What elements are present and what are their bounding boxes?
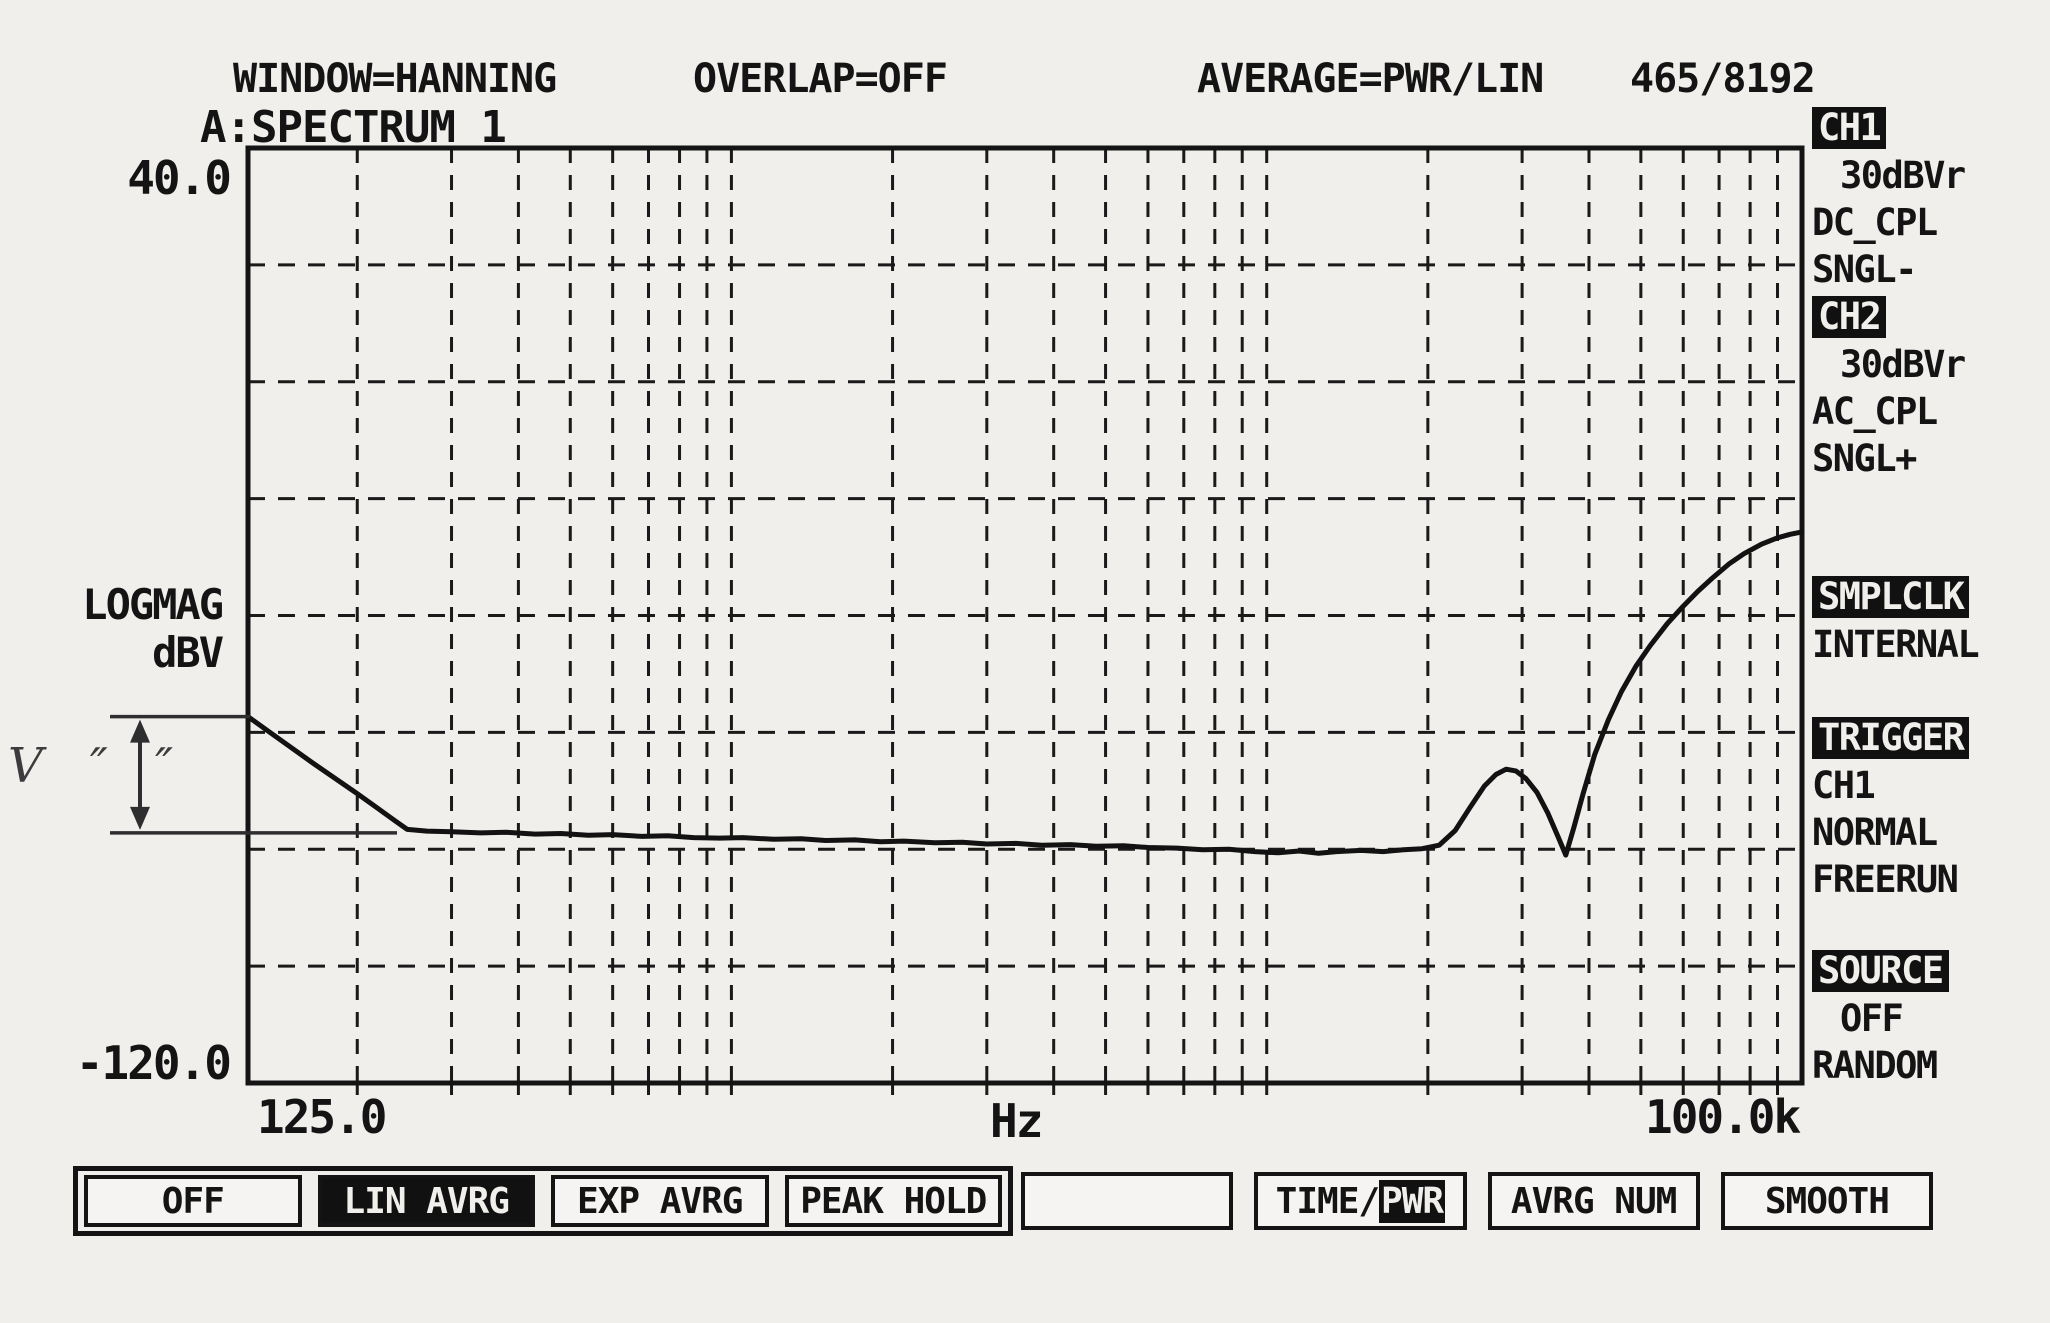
side-panel-value-label: SNGL+ — [1812, 437, 1917, 480]
menu-button-blank[interactable] — [1021, 1172, 1234, 1230]
side-panel-item-30dbvr: 30dBVr — [1812, 341, 2050, 388]
side-panel-value-label: SNGL- — [1812, 248, 1917, 291]
menu-button-label: AVRG NUM — [1510, 1180, 1677, 1222]
side-panel-value-label: INTERNAL — [1812, 623, 1980, 666]
side-panel-item-normal: NORMAL — [1812, 809, 2050, 856]
side-panel-value-label: DC_CPL — [1812, 201, 1938, 244]
header-frame-count: 465/8192 — [1630, 56, 1816, 102]
side-panel-item-ac-cpl: AC_CPL — [1812, 388, 2050, 435]
side-panel-section-label: SOURCE — [1812, 950, 1949, 992]
x-axis-min-label: 125.0 — [257, 1090, 387, 1144]
spectrum-trace — [245, 529, 1805, 858]
menu-button-lin-avrg[interactable]: LIN AVRG — [317, 1175, 535, 1227]
side-panel-item-ch2: CH2 — [1812, 293, 2050, 341]
side-panel-value-label: CH1 — [1812, 764, 1876, 807]
menu-button-label-highlighted: PWR — [1379, 1179, 1446, 1223]
side-panel-item-off: OFF — [1812, 995, 2050, 1042]
header-average-setting: AVERAGE=PWR/LIN — [1197, 56, 1544, 102]
side-panel-item-ch1: CH1 — [1812, 762, 2050, 809]
side-status-panel: CH1 30dBVr DC_CPL SNGL- CH2 30dBVr AC_CPL SNGL+… — [1812, 104, 2050, 1089]
side-panel-section-label: TRIGGER — [1812, 717, 1970, 759]
x-axis-unit-label: Hz — [990, 1094, 1043, 1148]
y-axis-min-label: -120.0 — [75, 1036, 232, 1090]
menu-button-smooth[interactable]: SMOOTH — [1720, 1172, 1933, 1230]
y-axis-max-label: 40.0 — [127, 151, 232, 205]
trace-title: A:SPECTRUM 1 — [200, 102, 507, 153]
side-panel-item-sngl-: SNGL- — [1812, 246, 2050, 293]
side-panel-item-dc-cpl: DC_CPL — [1812, 199, 2050, 246]
annotation-arrowhead-down — [130, 806, 150, 830]
side-panel-value-label: 30dBVr — [1840, 154, 1966, 197]
side-panel-section-label: CH1 — [1812, 107, 1887, 149]
side-panel-item-ch1: CH1 — [1812, 104, 2050, 152]
annotation-arrowhead-up — [130, 719, 150, 743]
side-panel-value-label: 30dBVr — [1840, 343, 1966, 386]
header-overlap-setting: OVERLAP=OFF — [693, 56, 948, 102]
x-axis-max-label: 100.0k — [1645, 1090, 1801, 1144]
y-axis-unit-line1: LOGMAG — [82, 580, 224, 629]
menu-button-exp-avrg[interactable]: EXP AVRG — [551, 1175, 769, 1227]
side-panel-item-30dbvr: 30dBVr — [1812, 152, 2050, 199]
side-panel-item-freerun: FREERUN — [1812, 856, 2050, 903]
handwritten-annotation: V ″ ″ — [8, 738, 190, 794]
menu-button-time-pwr[interactable]: TIME/PWR — [1254, 1172, 1467, 1230]
menu-button-label: TIME/ — [1275, 1180, 1380, 1222]
menu-button-peak-hold[interactable]: PEAK HOLD — [784, 1175, 1002, 1227]
menu-button-off[interactable]: OFF — [84, 1175, 302, 1227]
side-panel-section-label: CH2 — [1812, 296, 1887, 338]
side-panel-value-label: FREERUN — [1812, 858, 1959, 901]
side-panel-item-internal: INTERNAL — [1812, 621, 2050, 668]
menu-button-avrg-num[interactable]: AVRG NUM — [1487, 1172, 1700, 1230]
side-panel-value-label: NORMAL — [1812, 811, 1938, 854]
side-panel-item-sngl-: SNGL+ — [1812, 435, 2050, 482]
side-panel-value-label: RANDOM — [1812, 1044, 1938, 1087]
side-panel-value-label: AC_CPL — [1812, 390, 1938, 433]
side-panel-section-label: SMPLCLK — [1812, 576, 1970, 618]
side-panel-value-label: OFF — [1840, 997, 1904, 1040]
side-panel-item-random: RANDOM — [1812, 1042, 2050, 1089]
header-window-setting: WINDOW=HANNING — [233, 56, 557, 102]
plot-border — [245, 145, 1805, 1086]
menu-button-label: SMOOTH — [1764, 1180, 1890, 1222]
average-mode-menu-group: OFF LIN AVRG EXP AVRG PEAK HOLD — [73, 1166, 1013, 1236]
side-panel-item-trigger: TRIGGER — [1812, 714, 2050, 762]
y-axis-unit-line2: dBV — [152, 628, 224, 677]
side-panel-item-source: SOURCE — [1812, 947, 2050, 995]
average-options-menu-group: TIME/PWR AVRG NUM SMOOTH — [1021, 1172, 1933, 1230]
side-panel-item-smplclk: SMPLCLK — [1812, 573, 2050, 621]
